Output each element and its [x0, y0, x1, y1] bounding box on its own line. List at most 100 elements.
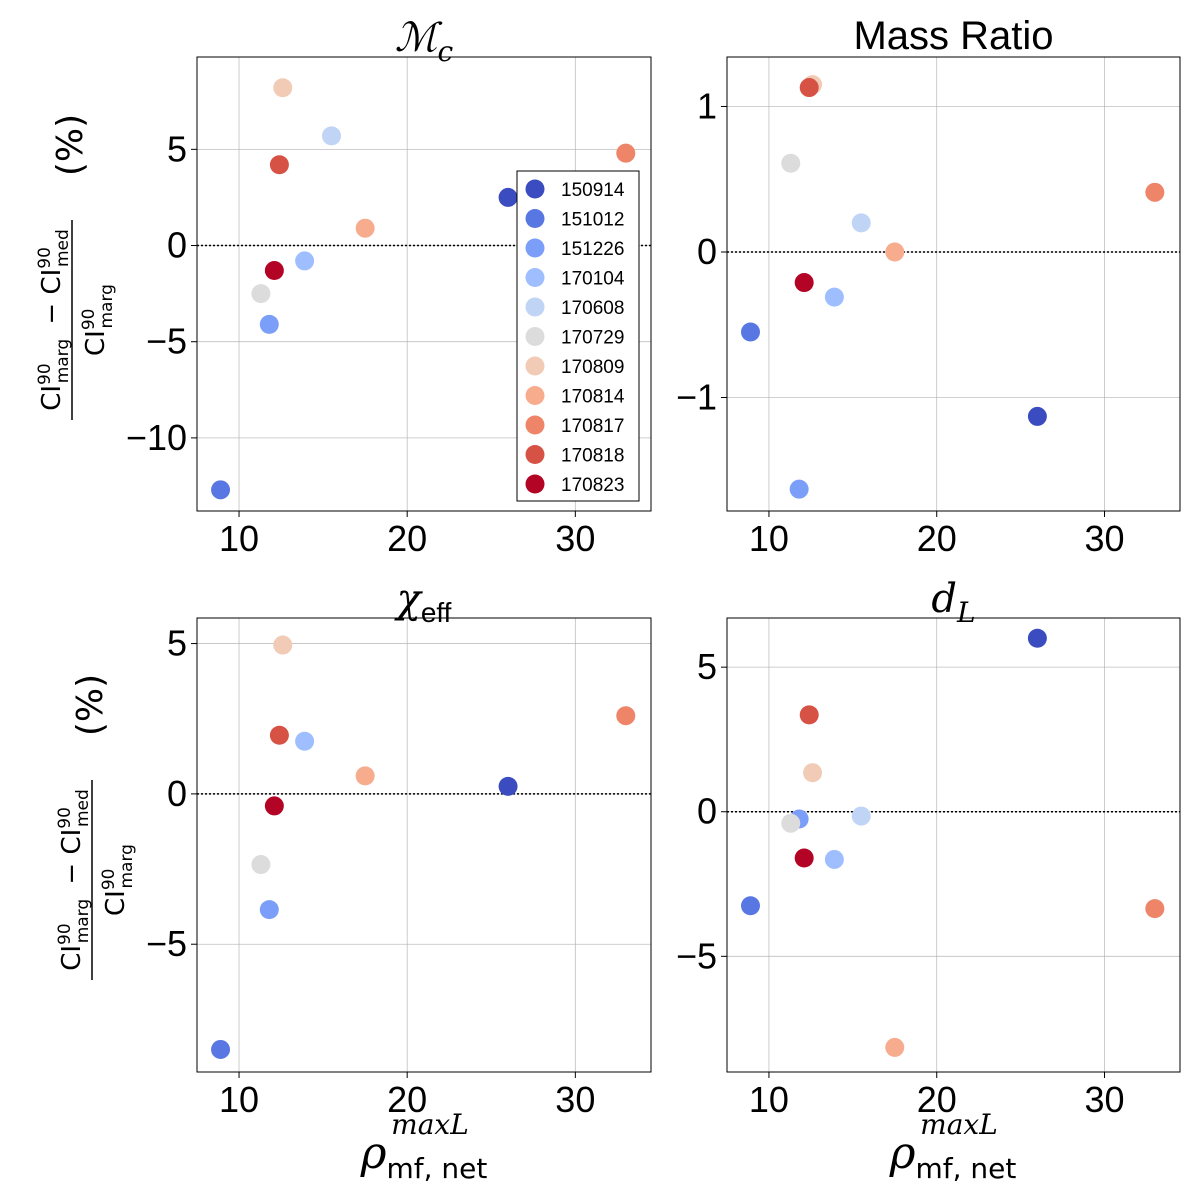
point-170817: [616, 706, 636, 726]
legend-label-170608: 170608: [561, 298, 624, 319]
y-label-numerator: CI90marg − CI90med: [35, 229, 73, 411]
legend-marker-170608: [525, 297, 545, 317]
x-tick-label: 10: [749, 1079, 789, 1120]
y-label-unit: (%): [70, 674, 111, 736]
chart-title: ℳc: [395, 15, 454, 68]
panel-4: 10 20 30 5 0 −5 dL: [676, 576, 1181, 1120]
y-tick-label: 0: [697, 231, 717, 272]
point-170818: [799, 705, 819, 725]
x-axis-label-sup-2: maxL: [920, 1108, 998, 1141]
point-170814: [885, 242, 905, 262]
point-170608: [322, 126, 342, 146]
y-tick-label: 0: [167, 225, 187, 266]
x-tick-label: 20: [917, 518, 957, 559]
plot-frame: [726, 56, 1181, 512]
point-170729: [251, 284, 271, 304]
point-151226: [259, 314, 279, 334]
y-tick-label: 5: [697, 646, 717, 687]
x-tick-label: 30: [1084, 1079, 1124, 1120]
legend-label-170814: 170814: [561, 387, 625, 408]
legend-marker-170817: [525, 415, 545, 435]
x-tick-label: 10: [219, 1079, 259, 1120]
chart-title: χeff: [394, 576, 452, 628]
y-tick-label: −5: [676, 935, 717, 976]
legend-marker-170104: [525, 268, 545, 287]
legend-marker-170814: [525, 386, 545, 405]
legend-marker-170823: [525, 474, 545, 494]
y-tick-label: 0: [697, 791, 717, 832]
point-170818: [799, 78, 819, 98]
legend: 150914 151012 151226 170104 170608 170729 1708…: [516, 170, 640, 502]
point-170104: [295, 251, 315, 271]
x-tick-label: 30: [555, 518, 595, 559]
point-151012: [740, 322, 760, 342]
point-170104: [295, 731, 315, 751]
point-150914: [498, 187, 518, 207]
y-label-denominator: CI90marg: [99, 844, 137, 916]
point-150914: [1027, 406, 1047, 426]
plot-frame: [726, 617, 1181, 1073]
x-tick-label: 30: [555, 1079, 595, 1120]
point-170818: [269, 725, 289, 745]
y-label-unit: (%): [50, 114, 91, 176]
point-170823: [794, 848, 814, 868]
point-170814: [355, 766, 375, 786]
y-tick-label: 1: [697, 85, 717, 126]
chart-title: Mass Ratio: [853, 14, 1053, 58]
legend-marker-150914: [525, 179, 545, 199]
point-170823: [264, 261, 284, 281]
point-150914: [498, 776, 518, 796]
point-170817: [616, 143, 636, 163]
x-tick-label: 10: [749, 518, 789, 559]
point-170608: [851, 806, 871, 826]
x-axis-label-2: ρmf, net: [889, 1128, 1017, 1185]
y-tick-label: 0: [167, 773, 187, 814]
y-label-numerator: CI90marg − CI90med: [55, 789, 93, 971]
legend-label-170809: 170809: [561, 357, 624, 378]
point-170817: [1145, 182, 1165, 202]
point-170608: [851, 213, 871, 233]
y-tick-label: −5: [146, 321, 187, 362]
y-tick-label: −10: [126, 417, 187, 458]
plot-frame: [196, 617, 652, 1073]
y-label-denominator: CI90marg: [79, 284, 117, 356]
y-tick-label: 5: [167, 623, 187, 664]
legend-marker-151226: [525, 238, 545, 258]
legend-label-170818: 170818: [561, 446, 624, 467]
x-axis-label-sup-1: maxL: [391, 1108, 469, 1141]
legend-marker-170818: [525, 445, 545, 464]
point-170818: [269, 155, 289, 175]
plot-frame: [196, 56, 652, 512]
point-170809: [273, 78, 293, 98]
legend-marker-170809: [525, 356, 545, 376]
point-151012: [211, 1039, 231, 1059]
panel-3: 10 20 30 5 0 −5 χeff: [146, 576, 652, 1120]
legend-label-170104: 170104: [561, 269, 625, 290]
x-tick-label: 20: [917, 1079, 957, 1120]
x-tick-label: 20: [387, 1079, 427, 1120]
point-170729: [781, 813, 801, 833]
x-axis-label-1: ρmf, net: [360, 1128, 488, 1185]
point-170817: [1145, 899, 1165, 919]
legend-marker-170729: [525, 327, 545, 346]
legend-marker-151012: [525, 209, 545, 228]
y-tick-label: 5: [167, 128, 187, 169]
point-170814: [885, 1037, 905, 1057]
point-170823: [264, 796, 284, 816]
x-tick-label: 10: [219, 518, 259, 559]
chart-title: dL: [931, 576, 975, 629]
point-150914: [1027, 628, 1047, 648]
point-151226: [259, 900, 279, 920]
point-170809: [803, 763, 823, 783]
point-170104: [824, 287, 844, 307]
point-151226: [789, 479, 809, 499]
legend-label-151226: 151226: [561, 239, 624, 260]
legend-label-151012: 151012: [561, 210, 624, 231]
point-170814: [355, 218, 375, 238]
point-151012: [740, 896, 760, 916]
point-170729: [251, 855, 271, 875]
